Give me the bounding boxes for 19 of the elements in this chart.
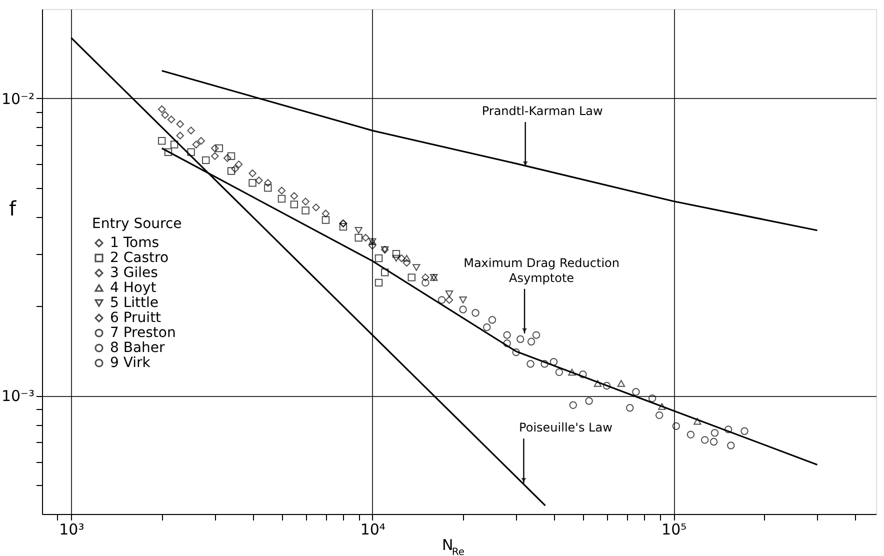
annotation: Prandtl-Karman Law [482,104,603,118]
legend-title: Entry Source [92,216,182,232]
x-tick-label: 10³ [59,520,84,538]
y-tick-label: 10⁻² [1,90,34,108]
legend-label: 9 Virk [110,355,152,371]
x-tick-label: 10⁵ [662,520,687,538]
legend-label: 2 Castro [110,250,169,266]
annotation: Maximum Drag Reduction Asymptote [464,256,620,285]
y-tick-label: 10⁻³ [1,387,34,406]
legend-label: 3 Giles [110,265,158,281]
annotation: Poiseuille's Law [519,420,613,435]
legend-label: 4 Hoyt [110,280,157,296]
legend-label: 5 Little [110,295,159,311]
legend-label: 6 Pruitt [110,310,162,326]
x-tick-label: 10⁴ [360,520,386,538]
y-axis-title: f [8,196,17,220]
legend-label: 8 Baher [110,340,166,356]
legend-label: 7 Preston [110,325,176,341]
legend-label: 1 Toms [110,235,160,251]
